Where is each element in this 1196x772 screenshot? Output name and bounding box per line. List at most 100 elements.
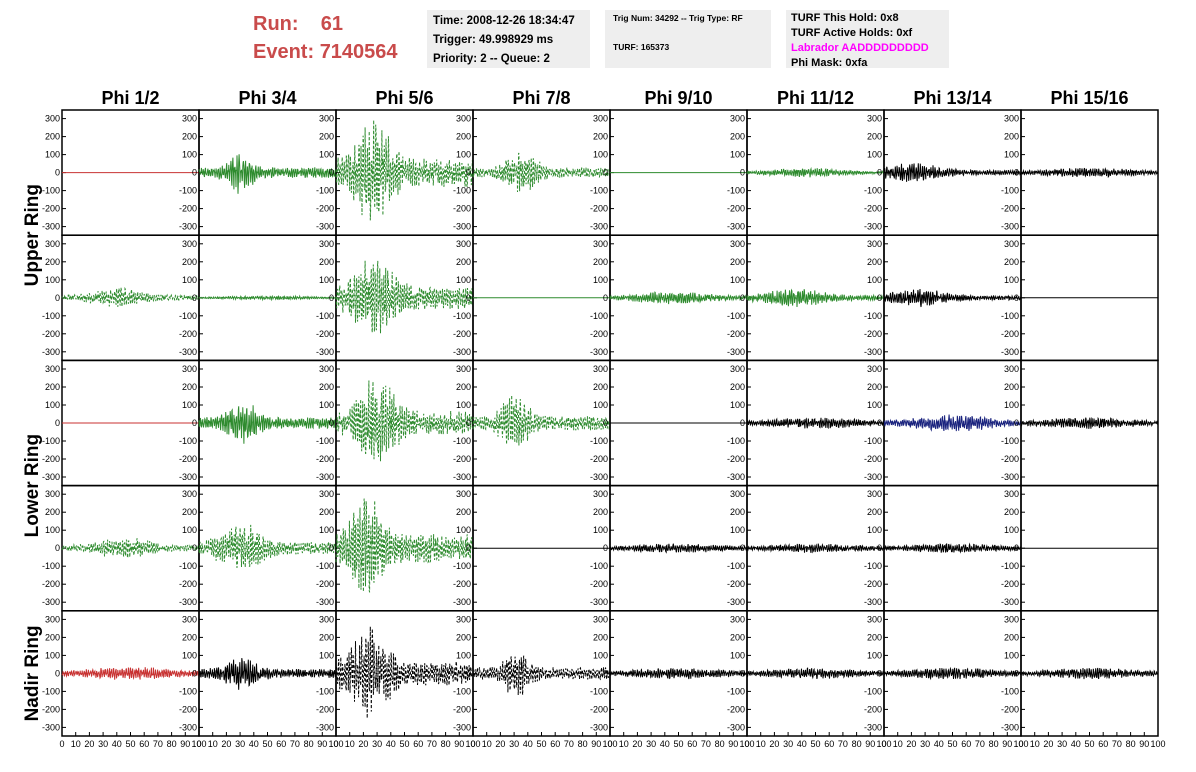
ytick-label-r5-c7-0: 300 — [867, 614, 882, 624]
waveform-r4-c3 — [335, 498, 474, 593]
ytick-label-r1-c1-6: -300 — [42, 222, 60, 232]
ytick-label-r2-c7-4: -100 — [864, 311, 882, 321]
ytick-label-r5-c6-4: -100 — [727, 686, 745, 696]
ytick-label-r5-c6-1: 200 — [730, 632, 745, 642]
xtick-label-c8-8: 80 — [1126, 739, 1136, 749]
waveform-r4-c7 — [883, 542, 1022, 554]
ytick-label-r2-c7-2: 100 — [867, 275, 882, 285]
labrador-text: Labrador AADDDDDDDDD — [791, 42, 929, 54]
ytick-label-r2-c3-5: -200 — [316, 329, 334, 339]
time-text: Time: 2008-12-26 18:34:47 — [433, 15, 575, 27]
ytick-label-r4-c2-6: -300 — [179, 597, 197, 607]
ytick-label-r1-c7-0: 300 — [867, 114, 882, 124]
xtick-label-c6-1: 10 — [756, 739, 766, 749]
ytick-label-r1-c6-4: -100 — [727, 186, 745, 196]
ytick-label-r4-c1-4: -100 — [42, 561, 60, 571]
xtick-label-c2-7: 70 — [290, 739, 300, 749]
ytick-label-r2-c4-6: -300 — [453, 347, 471, 357]
ytick-label-r3-c1-5: -200 — [42, 454, 60, 464]
ytick-label-r4-c4-6: -300 — [453, 597, 471, 607]
ytick-label-r1-c6-3: 0 — [740, 168, 745, 178]
ytick-label-r2-c1-6: -300 — [42, 347, 60, 357]
event-row: Event: 7140564 — [253, 38, 398, 66]
ytick-label-r2-c3-2: 100 — [319, 275, 334, 285]
ytick-label-r1-c2-0: 300 — [182, 114, 197, 124]
xtick-label-c3-5: 50 — [399, 739, 409, 749]
ytick-label-r5-c5-6: -300 — [590, 722, 608, 732]
ytick-label-r5-c8-3: 0 — [1014, 668, 1019, 678]
ytick-label-r4-c7-0: 300 — [867, 489, 882, 499]
ytick-label-r1-c4-6: -300 — [453, 222, 471, 232]
ytick-label-r4-c8-3: 0 — [1014, 543, 1019, 553]
ytick-label-r3-c3-5: -200 — [316, 454, 334, 464]
waveform-r1-c4 — [472, 152, 611, 193]
ytick-label-r2-c8-4: -100 — [1001, 311, 1019, 321]
ytick-label-r3-c3-1: 200 — [319, 382, 334, 392]
ytick-label-r3-c2-1: 200 — [182, 382, 197, 392]
ytick-label-r2-c7-3: 0 — [877, 293, 882, 303]
ytick-label-r4-c3-3: 0 — [329, 543, 334, 553]
ytick-label-r5-c6-0: 300 — [730, 614, 745, 624]
ytick-label-r4-c5-4: -100 — [590, 561, 608, 571]
ytick-label-r3-c1-4: -100 — [42, 436, 60, 446]
ytick-label-r5-c3-2: 100 — [319, 650, 334, 660]
ytick-label-r4-c6-3: 0 — [740, 543, 745, 553]
ytick-label-r2-c1-0: 300 — [45, 239, 60, 249]
xtick-label-c7-0: 0 — [881, 739, 886, 749]
ytick-label-r4-c7-1: 200 — [867, 507, 882, 517]
ytick-label-r2-c4-5: -200 — [453, 329, 471, 339]
ytick-label-r5-c4-3: 0 — [466, 668, 471, 678]
ytick-label-r2-c3-4: -100 — [316, 311, 334, 321]
ytick-label-r3-c7-0: 300 — [867, 364, 882, 374]
ytick-label-r2-c8-1: 200 — [1004, 257, 1019, 267]
xtick-label-c5-5: 50 — [673, 739, 683, 749]
ytick-label-r1-c7-3: 0 — [877, 168, 882, 178]
ytick-label-r4-c8-0: 300 — [1004, 489, 1019, 499]
waveform-r5-c4 — [472, 655, 611, 696]
ytick-label-r5-c8-6: -300 — [1001, 722, 1019, 732]
ytick-label-r2-c7-1: 200 — [867, 257, 882, 267]
waveform-r1-c8 — [1020, 167, 1159, 179]
run-event-header: Run: 61 Event: 7140564 — [253, 10, 398, 66]
ytick-label-r3-c2-4: -100 — [179, 436, 197, 446]
xtick-label-c6-5: 50 — [810, 739, 820, 749]
ytick-label-r3-c7-4: -100 — [864, 436, 882, 446]
ytick-label-r2-c5-2: 100 — [593, 275, 608, 285]
xtick-label-c3-1: 10 — [345, 739, 355, 749]
ytick-label-r3-c3-4: -100 — [316, 436, 334, 446]
ytick-label-r3-c4-3: 0 — [466, 418, 471, 428]
event-label: Event: — [253, 41, 315, 63]
ytick-label-r4-c7-5: -200 — [864, 579, 882, 589]
ytick-label-r4-c3-1: 200 — [319, 507, 334, 517]
ytick-label-r2-c6-2: 100 — [730, 275, 745, 285]
ytick-label-r3-c3-6: -300 — [316, 472, 334, 482]
xtick-label-c6-4: 40 — [797, 739, 807, 749]
ytick-label-r3-c1-1: 200 — [45, 382, 60, 392]
ytick-label-r3-c4-6: -300 — [453, 472, 471, 482]
ytick-label-r1-c3-1: 200 — [319, 132, 334, 142]
ytick-label-r4-c5-0: 300 — [593, 489, 608, 499]
ytick-label-r4-c7-6: -300 — [864, 597, 882, 607]
xtick-label-c1-6: 60 — [139, 739, 149, 749]
ytick-label-r1-c6-6: -300 — [727, 222, 745, 232]
ytick-label-r5-c5-5: -200 — [590, 704, 608, 714]
ytick-label-r2-c6-5: -200 — [727, 329, 745, 339]
ytick-label-r4-c5-2: 100 — [593, 525, 608, 535]
ytick-label-r1-c4-1: 200 — [456, 132, 471, 142]
ytick-label-r1-c7-5: -200 — [864, 204, 882, 214]
xtick-label-c7-5: 50 — [947, 739, 957, 749]
ytick-label-r2-c5-1: 200 — [593, 257, 608, 267]
xtick-label-c8-10: 100 — [1150, 739, 1165, 749]
waveform-r4-c5 — [609, 543, 748, 554]
ytick-label-r5-c1-2: 100 — [45, 650, 60, 660]
ytick-label-r3-c4-2: 100 — [456, 400, 471, 410]
ytick-label-r3-c6-2: 100 — [730, 400, 745, 410]
ytick-label-r1-c2-1: 200 — [182, 132, 197, 142]
xtick-label-c8-6: 60 — [1098, 739, 1108, 749]
ytick-label-r3-c4-1: 200 — [456, 382, 471, 392]
ytick-label-r5-c6-3: 0 — [740, 668, 745, 678]
ytick-label-r5-c3-4: -100 — [316, 686, 334, 696]
ytick-label-r3-c2-2: 100 — [182, 400, 197, 410]
ytick-label-r5-c5-1: 200 — [593, 632, 608, 642]
xtick-label-c4-3: 30 — [509, 739, 519, 749]
